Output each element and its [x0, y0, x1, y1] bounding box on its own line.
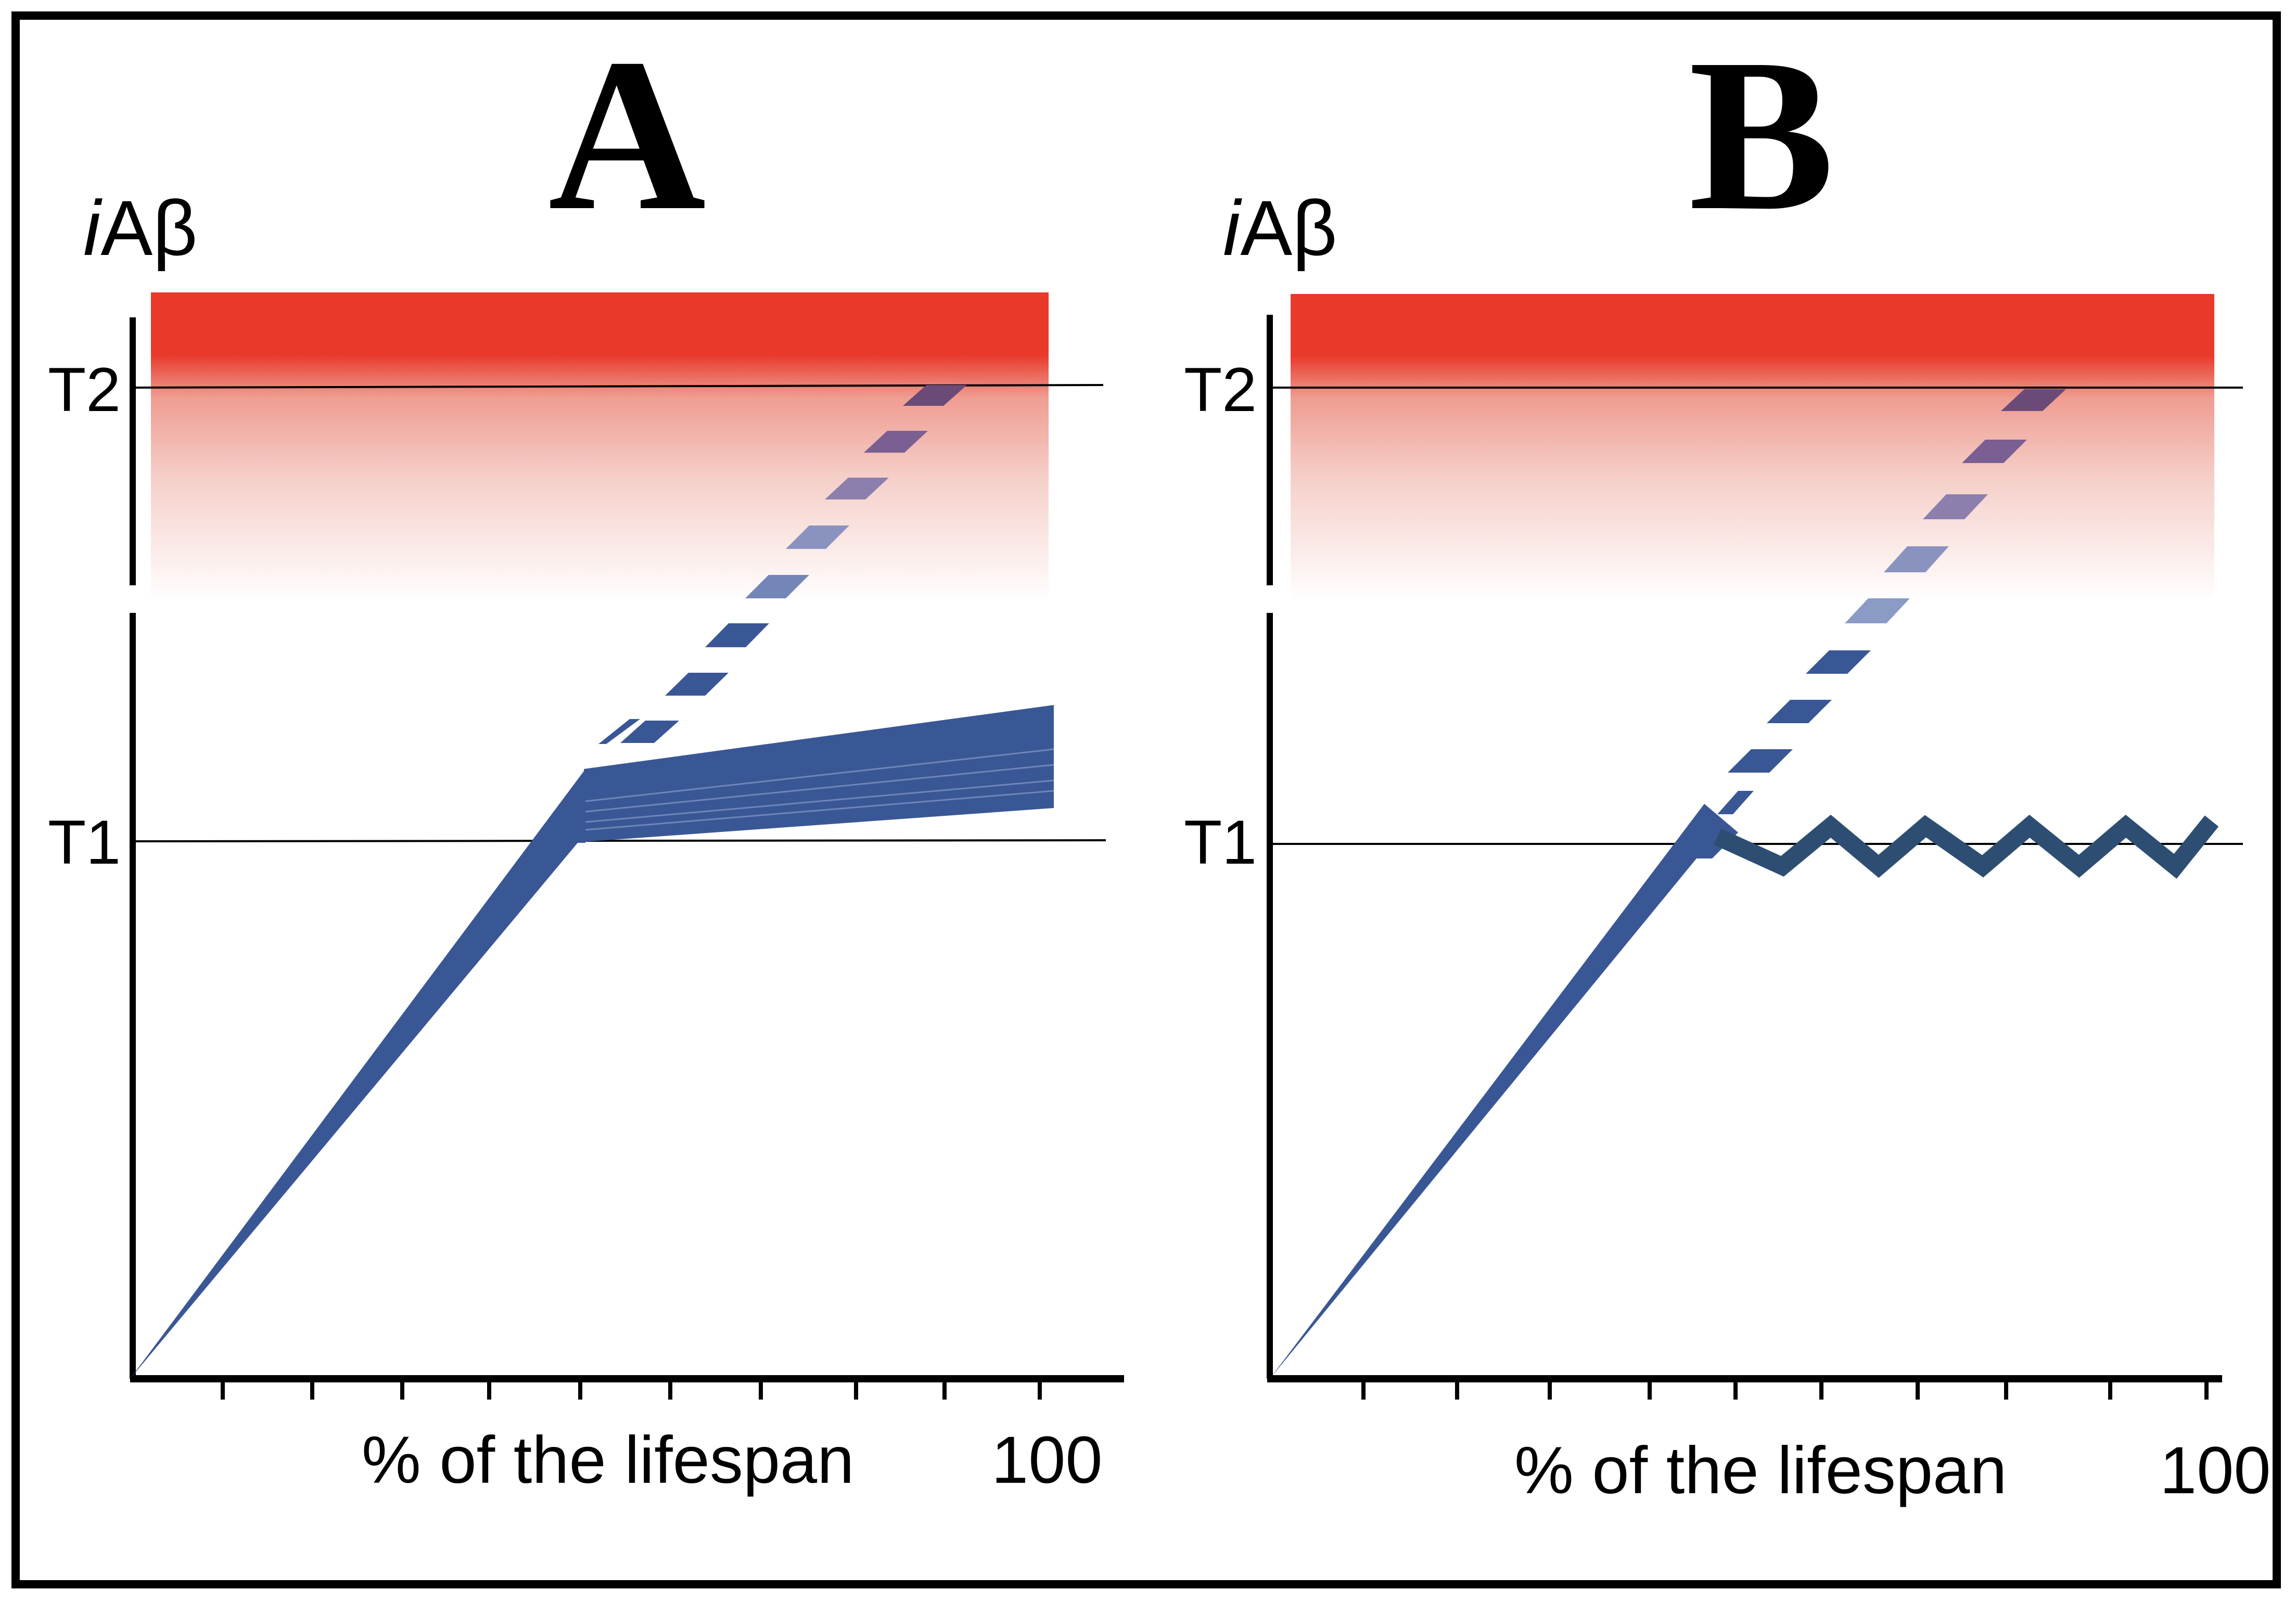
- curve-plateau-a: [584, 705, 1054, 842]
- figure-frame: [11, 11, 2281, 1588]
- danger-zone-a: [151, 292, 1049, 602]
- curve-plateau-lines-a: [585, 748, 1054, 831]
- y-axis-label-a: iAβ: [83, 184, 198, 272]
- x-axis-ticks-b: [1361, 1379, 2209, 1400]
- x-axis-label-a: % of the lifespan: [362, 1423, 854, 1497]
- panel-letter-a: A: [548, 14, 706, 255]
- panel-letter-b: B: [1689, 14, 1834, 255]
- threshold-t1-line-a: [132, 839, 1106, 842]
- threshold-t2-label-b: T2: [1184, 355, 1257, 425]
- dashed-trajectory-a: [598, 385, 967, 744]
- x-axis-end-label-a: 100: [991, 1423, 1103, 1497]
- panel-a: A iAβ T2 T1 % of the lifespan 100: [48, 14, 1124, 1497]
- threshold-t1-label-b: T1: [1184, 807, 1257, 877]
- threshold-t2-label-a: T2: [48, 355, 121, 425]
- dashed-trajectory-b: [1717, 389, 2066, 814]
- x-axis-ticks-a: [221, 1379, 1042, 1400]
- x-axis-label-b: % of the lifespan: [1514, 1433, 2007, 1508]
- x-axis-end-label-b: 100: [2160, 1433, 2271, 1508]
- curve-rise-b: [1270, 804, 1738, 1379]
- panel-b: B iAβ T2 T1 % of the lifespan 100: [1184, 14, 2271, 1508]
- danger-zone-b: [1291, 294, 2214, 601]
- curve-oscillation-b: [1713, 814, 2219, 879]
- y-axis-label-b: iAβ: [1223, 184, 1337, 272]
- curve-rise-a: [130, 769, 585, 1379]
- threshold-t1-label-a: T1: [48, 807, 121, 877]
